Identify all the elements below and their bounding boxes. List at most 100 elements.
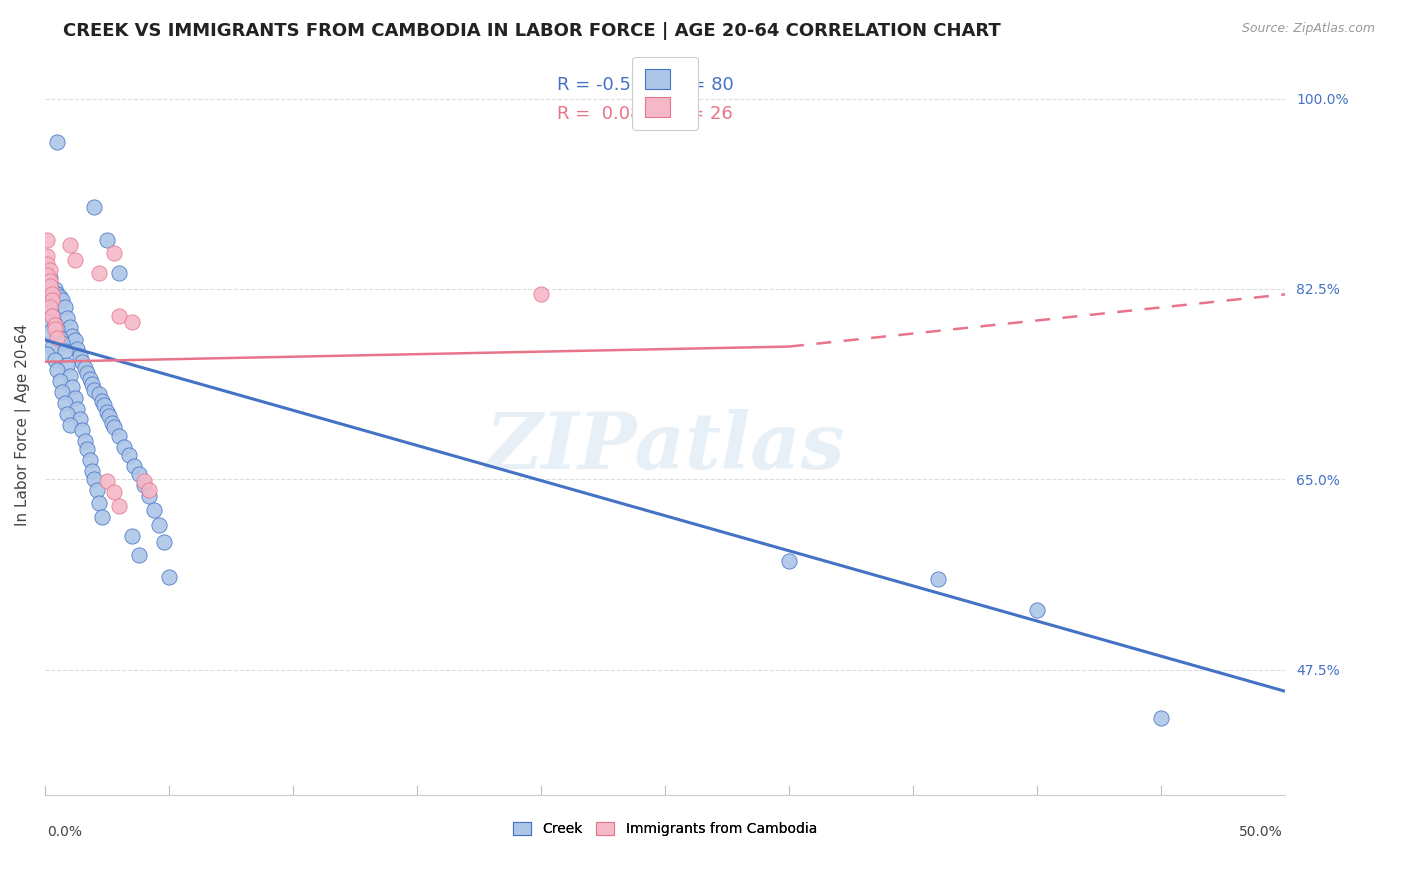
Point	[83, 472, 105, 486]
Point	[70, 355, 93, 369]
Point	[86, 483, 108, 497]
Point	[41, 282, 63, 296]
Point	[51, 293, 73, 307]
Point	[53, 343, 76, 358]
Point	[530, 287, 553, 301]
Point	[53, 301, 76, 315]
Text: 0.0%: 0.0%	[48, 825, 83, 839]
Text: Source: ZipAtlas.com: Source: ZipAtlas.com	[1241, 22, 1375, 36]
Point	[38, 326, 60, 340]
Point	[37, 347, 59, 361]
Point	[143, 502, 166, 516]
Point	[778, 554, 800, 568]
Point	[41, 309, 63, 323]
Point	[56, 407, 79, 421]
Point	[41, 309, 63, 323]
Point	[103, 246, 125, 260]
Point	[98, 409, 121, 424]
Point	[37, 298, 59, 312]
Text: CREEK VS IMMIGRANTS FROM CAMBODIA IN LABOR FORCE | AGE 20-64 CORRELATION CHART: CREEK VS IMMIGRANTS FROM CAMBODIA IN LAB…	[63, 22, 1001, 40]
Point	[37, 257, 59, 271]
Point	[37, 314, 59, 328]
Point	[96, 233, 118, 247]
Point	[46, 135, 69, 149]
Point	[138, 489, 160, 503]
Point	[83, 200, 105, 214]
Point	[59, 320, 82, 334]
Point	[91, 510, 114, 524]
Text: R =  0.080   N = 26: R = 0.080 N = 26	[557, 105, 733, 123]
Point	[103, 420, 125, 434]
Point	[128, 549, 150, 563]
Point	[46, 363, 69, 377]
Point	[44, 282, 66, 296]
Point	[49, 375, 72, 389]
Point	[38, 271, 60, 285]
Point	[89, 496, 111, 510]
Point	[44, 322, 66, 336]
Point	[132, 477, 155, 491]
Point	[44, 352, 66, 367]
Point	[37, 233, 59, 247]
Point	[51, 336, 73, 351]
Point	[91, 393, 114, 408]
Point	[44, 317, 66, 331]
Point	[53, 396, 76, 410]
Y-axis label: In Labor Force | Age 20-64: In Labor Force | Age 20-64	[15, 324, 31, 526]
Point	[112, 440, 135, 454]
Point	[121, 529, 143, 543]
Point	[80, 376, 103, 391]
Text: 50.0%: 50.0%	[1239, 825, 1282, 839]
Point	[63, 391, 86, 405]
Point	[38, 278, 60, 293]
Point	[69, 349, 91, 363]
Point	[148, 517, 170, 532]
Point	[89, 387, 111, 401]
Point	[96, 405, 118, 419]
Point	[103, 485, 125, 500]
Point	[49, 289, 72, 303]
Point	[37, 249, 59, 263]
Point	[59, 417, 82, 432]
Point	[122, 459, 145, 474]
Point	[1026, 603, 1049, 617]
Point	[138, 483, 160, 497]
Point	[66, 342, 89, 356]
Point	[79, 452, 101, 467]
Point	[80, 464, 103, 478]
Point	[41, 293, 63, 307]
Point	[73, 434, 96, 449]
Point	[46, 322, 69, 336]
Point	[46, 331, 69, 345]
Point	[41, 287, 63, 301]
Point	[73, 361, 96, 376]
Point	[132, 475, 155, 489]
Point	[59, 238, 82, 252]
Text: ZIPatlas: ZIPatlas	[485, 409, 845, 485]
Point	[38, 301, 60, 315]
Point	[38, 274, 60, 288]
Point	[66, 401, 89, 416]
Point	[59, 368, 82, 383]
Point	[157, 570, 180, 584]
Point	[46, 287, 69, 301]
Point	[51, 385, 73, 400]
Point	[1150, 711, 1173, 725]
Point	[121, 314, 143, 328]
Point	[118, 448, 141, 462]
Point	[96, 475, 118, 489]
Point	[108, 266, 131, 280]
Point	[101, 416, 124, 430]
Point	[63, 333, 86, 347]
Point	[76, 366, 98, 380]
Point	[108, 500, 131, 514]
Point	[108, 428, 131, 442]
Point	[83, 383, 105, 397]
Point	[44, 318, 66, 332]
Point	[76, 442, 98, 456]
Point	[153, 535, 176, 549]
Legend: Creek, Immigrants from Cambodia: Creek, Immigrants from Cambodia	[506, 815, 824, 843]
Point	[56, 358, 79, 372]
Point	[79, 372, 101, 386]
Point	[93, 398, 115, 412]
